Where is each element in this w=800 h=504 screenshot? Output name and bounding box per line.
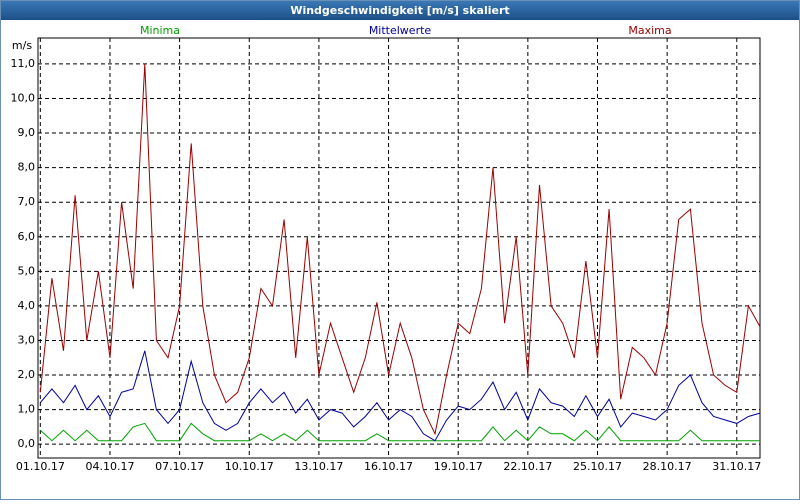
x-tick-label: 28.10.17	[643, 460, 692, 473]
y-tick-label: 5,0	[18, 264, 36, 277]
x-tick-label: 19.10.17	[434, 460, 483, 473]
x-tick-label: 13.10.17	[294, 460, 343, 473]
y-tick-label: 11,0	[11, 57, 36, 70]
title-bar	[1, 1, 799, 20]
x-tick-label: 04.10.17	[85, 460, 134, 473]
x-tick-label: 07.10.17	[155, 460, 204, 473]
x-tick-label: 01.10.17	[16, 460, 65, 473]
y-tick-label: 10,0	[11, 91, 36, 104]
y-tick-label: 3,0	[18, 333, 36, 346]
data-line	[39, 422, 760, 442]
data-line	[39, 350, 761, 442]
x-tick-label: 31.10.17	[712, 460, 761, 473]
x-tick-label: 16.10.17	[364, 460, 413, 473]
y-tick-label: 8,0	[18, 161, 36, 174]
y-axis-label: m/s	[12, 39, 32, 52]
y-tick-label: 9,0	[18, 126, 36, 139]
y-tick-label: 1,0	[18, 403, 36, 416]
data-line	[39, 63, 761, 436]
x-tick-label: 25.10.17	[573, 460, 622, 473]
legend-label: Minima	[140, 24, 180, 37]
x-tick-label: 22.10.17	[503, 460, 552, 473]
y-tick-label: 0,0	[18, 437, 36, 450]
y-tick-label: 2,0	[18, 368, 36, 381]
x-tick-label: 10.10.17	[225, 460, 274, 473]
plot-frame	[37, 37, 761, 459]
y-tick-label: 7,0	[18, 195, 36, 208]
legend-label: Mittelwerte	[369, 24, 432, 37]
legend-label: Maxima	[628, 24, 671, 37]
chart-title: Windgeschwindigkeit [m/s] skaliert	[290, 4, 509, 17]
y-tick-label: 6,0	[18, 230, 36, 243]
y-tick-label: 4,0	[18, 299, 36, 312]
